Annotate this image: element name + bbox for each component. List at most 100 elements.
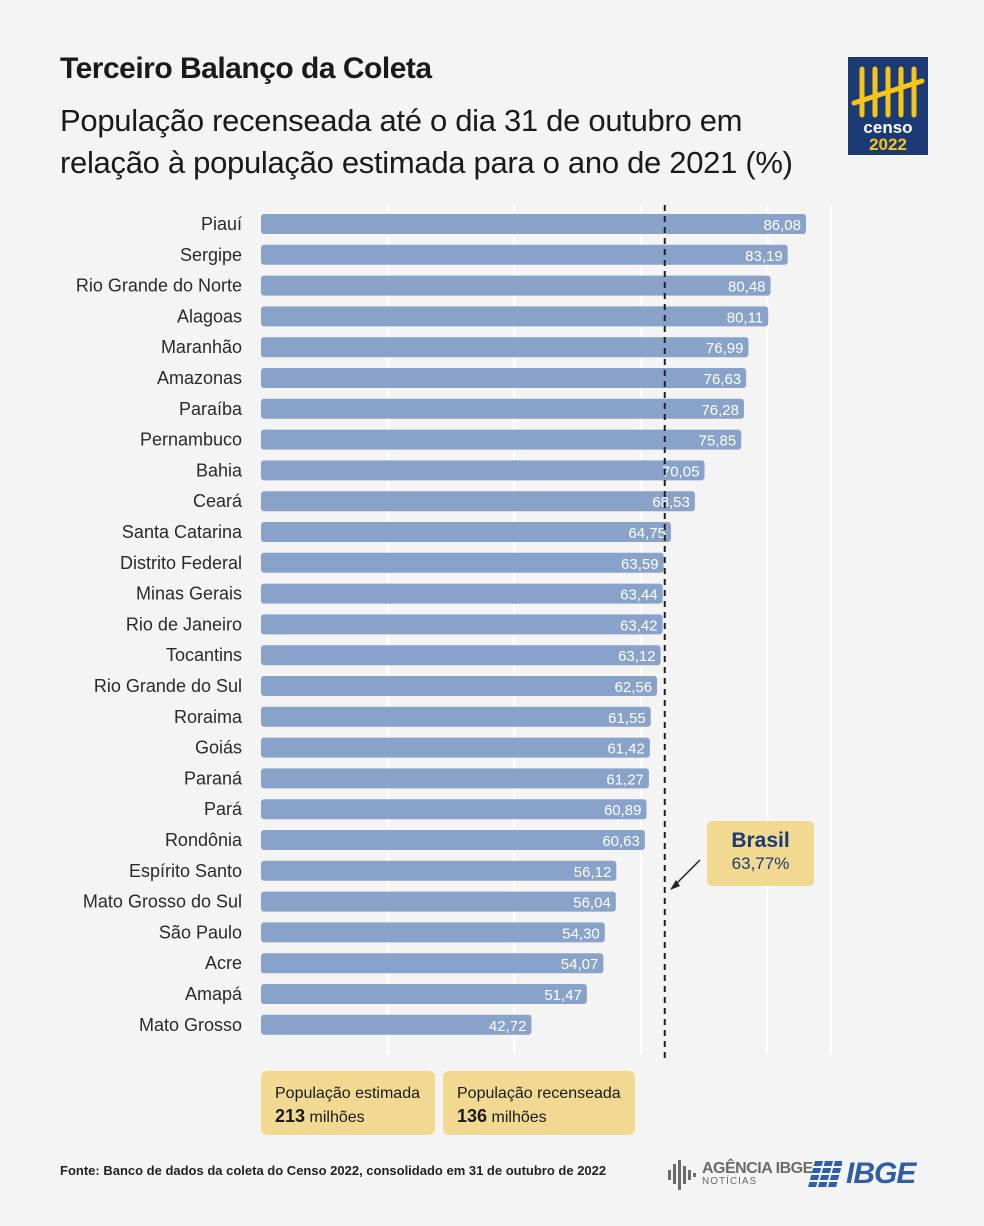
value-label: 54,30 [562,925,600,942]
bar [261,1014,532,1035]
ibge-grid-icon [808,1161,842,1187]
bar [261,275,771,296]
bar [261,706,651,727]
category-label: Bahia [196,460,243,480]
bar [261,984,587,1004]
category-label: Amapá [185,984,243,1004]
value-label: 61,42 [607,741,645,758]
bar [261,799,647,820]
bar-chart: Piauí 86,08 Sergipe 83,19 Rio Grande do Nort… [76,205,832,1060]
value-label: 64,75 [628,525,666,542]
legend-counted-population: População recenseada 136 milhões [443,1071,635,1135]
category-label: Amazonas [157,368,242,388]
bar [261,614,663,635]
bar [261,368,747,388]
brasil-value: 63,77% [731,854,790,873]
bar [261,337,749,358]
bar [261,953,604,974]
bar [261,522,671,542]
chart-title: Terceiro Balanço da Coleta [60,52,432,85]
category-label: Ceará [193,491,243,511]
legend-counted-value: 136 [457,1106,488,1126]
value-label: 54,07 [561,956,599,973]
category-label: Piauí [201,214,242,234]
bar [261,244,788,265]
category-label: São Paulo [159,922,242,942]
category-label: Goiás [195,738,242,758]
value-label: 60,63 [602,833,640,850]
bar [261,306,769,327]
legend-estimated-label: População estimada [275,1085,420,1102]
ibge-wordmark: IBGE [846,1157,916,1190]
value-label: 63,59 [621,556,659,573]
brasil-reference [663,205,701,1060]
value-label: 70,05 [662,463,700,480]
brasil-pointer-arrowhead [670,880,680,890]
bar [261,737,650,758]
agencia-sub: NOTÍCIAS [702,1176,758,1187]
brasil-label: Brasil [731,829,790,852]
category-label: Acre [205,953,242,973]
category-label: Distrito Federal [120,553,242,573]
source-note: Fonte: Banco de dados da coleta do Censo… [60,1163,607,1178]
value-label: 86,08 [763,217,801,234]
category-label: Maranhão [161,337,242,357]
legend-counted-unit: milhões [491,1109,547,1126]
value-label: 83,19 [745,248,783,265]
legend-counted-label: População recenseada [457,1085,621,1102]
bar [261,891,616,912]
category-label: Espírito Santo [129,861,242,881]
category-label: Roraima [174,707,243,727]
legend-estimated-population: População estimada 213 milhões [261,1071,435,1135]
value-label: 56,04 [573,895,611,912]
category-label: Tocantins [166,645,242,665]
value-label: 56,12 [574,864,612,881]
censo-logo-text: censo [863,118,912,137]
value-label: 75,85 [699,433,737,450]
bar [261,676,658,696]
value-label: 80,11 [727,309,763,326]
bar [261,214,806,234]
bars: Piauí 86,08 Sergipe 83,19 Rio Grande do Nort… [76,214,806,1035]
value-label: 61,27 [606,771,644,788]
category-label: Pará [204,799,243,819]
category-label: Pernambuco [140,430,242,450]
category-label: Mato Grosso [139,1015,242,1035]
agencia-ibge-logo: AGÊNCIA IBGE NOTÍCIAS [668,1158,813,1192]
bar [261,768,649,789]
category-label: Paraná [184,768,243,788]
value-label: 63,12 [618,648,656,665]
value-label: 80,48 [728,279,766,296]
value-label: 76,28 [701,402,739,419]
bar [261,491,695,512]
category-label: Alagoas [177,306,242,326]
value-label: 42,72 [489,1018,527,1035]
bar [261,552,664,573]
value-label: 61,55 [608,710,646,727]
value-label: 60,89 [604,802,642,819]
bar [261,922,605,943]
category-label: Mato Grosso do Sul [83,892,242,912]
category-label: Santa Catarina [122,522,243,542]
value-label: 63,44 [620,587,658,604]
category-label: Rondônia [165,830,243,850]
legend-estimated-unit: milhões [309,1109,365,1126]
category-label: Sergipe [180,245,242,265]
value-label: 76,99 [706,340,744,357]
brasil-callout: Brasil 63,77% [707,821,814,886]
value-label: 68,53 [652,494,690,511]
bar [261,398,744,419]
category-label: Minas Gerais [136,584,242,604]
ibge-logo: IBGE [808,1157,916,1190]
category-label: Rio Grande do Norte [76,276,242,296]
bar [261,860,617,881]
bar [261,645,661,666]
value-label: 63,42 [620,617,658,634]
legend-estimated-value: 213 [275,1106,306,1126]
agencia-name: AGÊNCIA IBGE [702,1160,813,1177]
value-label: 62,56 [615,679,653,696]
censo-2022-logo: censo 2022 [848,57,928,155]
bar [261,830,645,850]
value-label: 51,47 [544,987,582,1004]
category-label: Paraíba [179,399,243,419]
